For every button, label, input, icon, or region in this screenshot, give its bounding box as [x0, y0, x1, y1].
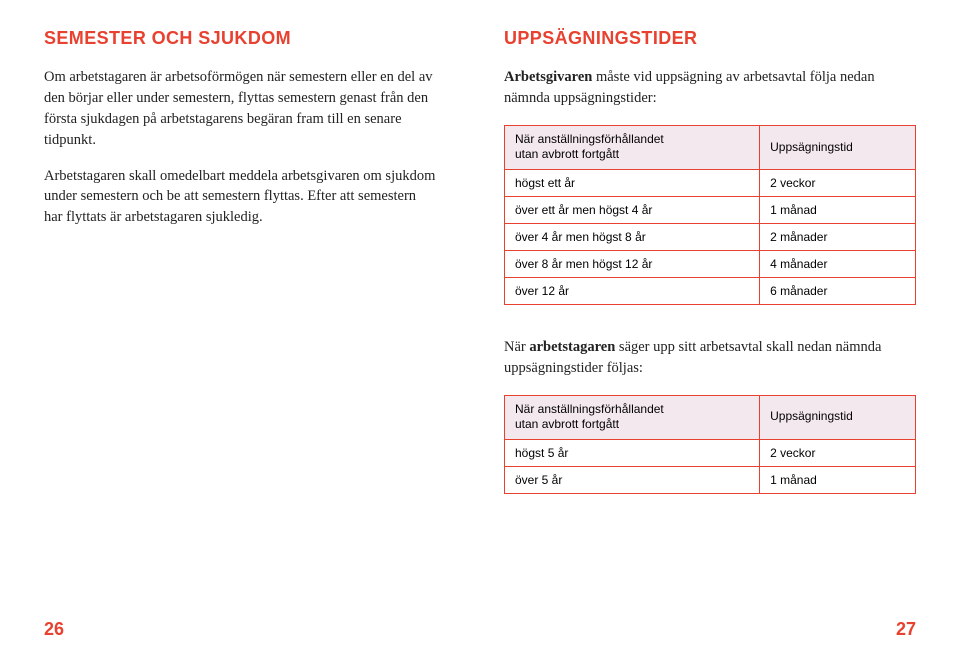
page-numbers: 26 27	[44, 619, 916, 640]
table1-intro-bold: Arbetsgivaren	[504, 69, 592, 85]
page-number-right: 27	[896, 619, 916, 640]
table1-header-col2: Uppsägningstid	[760, 125, 916, 169]
left-heading: SEMESTER OCH SJUKDOM	[44, 28, 438, 49]
right-column: UPPSÄGNINGSTIDER Arbetsgivaren måste vid…	[504, 28, 916, 526]
table2-intro-prefix: När	[504, 339, 529, 355]
table2-header-col1: När anställningsförhållandet utan avbrot…	[505, 395, 760, 439]
page-number-left: 26	[44, 619, 64, 640]
table-row: över 12 år6 månader	[505, 277, 916, 304]
table1-header-col1: När anställningsförhållandet utan avbrot…	[505, 125, 760, 169]
table-row: över 8 år men högst 12 år4 månader	[505, 250, 916, 277]
notice-periods-employee-table: När anställningsförhållandet utan avbrot…	[504, 395, 916, 494]
left-para-2: Arbetstagaren skall omedelbart meddela a…	[44, 166, 438, 229]
table-row: över 5 år1 månad	[505, 466, 916, 493]
table2-header-col2: Uppsägningstid	[760, 395, 916, 439]
table-row: högst ett år2 veckor	[505, 169, 916, 196]
right-heading: UPPSÄGNINGSTIDER	[504, 28, 916, 49]
table-row: över ett år men högst 4 år1 månad	[505, 196, 916, 223]
table-row: över 4 år men högst 8 år2 månader	[505, 223, 916, 250]
left-para-1: Om arbetstagaren är arbetsoförmögen när …	[44, 67, 438, 151]
notice-periods-employer-table: När anställningsförhållandet utan avbrot…	[504, 125, 916, 305]
table2-intro-bold: arbetstagaren	[529, 339, 615, 355]
table2-intro: När arbetstagaren säger upp sitt arbetsa…	[504, 337, 916, 379]
table-row: högst 5 år2 veckor	[505, 439, 916, 466]
left-column: SEMESTER OCH SJUKDOM Om arbetstagaren är…	[44, 28, 438, 526]
table1-intro: Arbetsgivaren måste vid uppsägning av ar…	[504, 67, 916, 109]
